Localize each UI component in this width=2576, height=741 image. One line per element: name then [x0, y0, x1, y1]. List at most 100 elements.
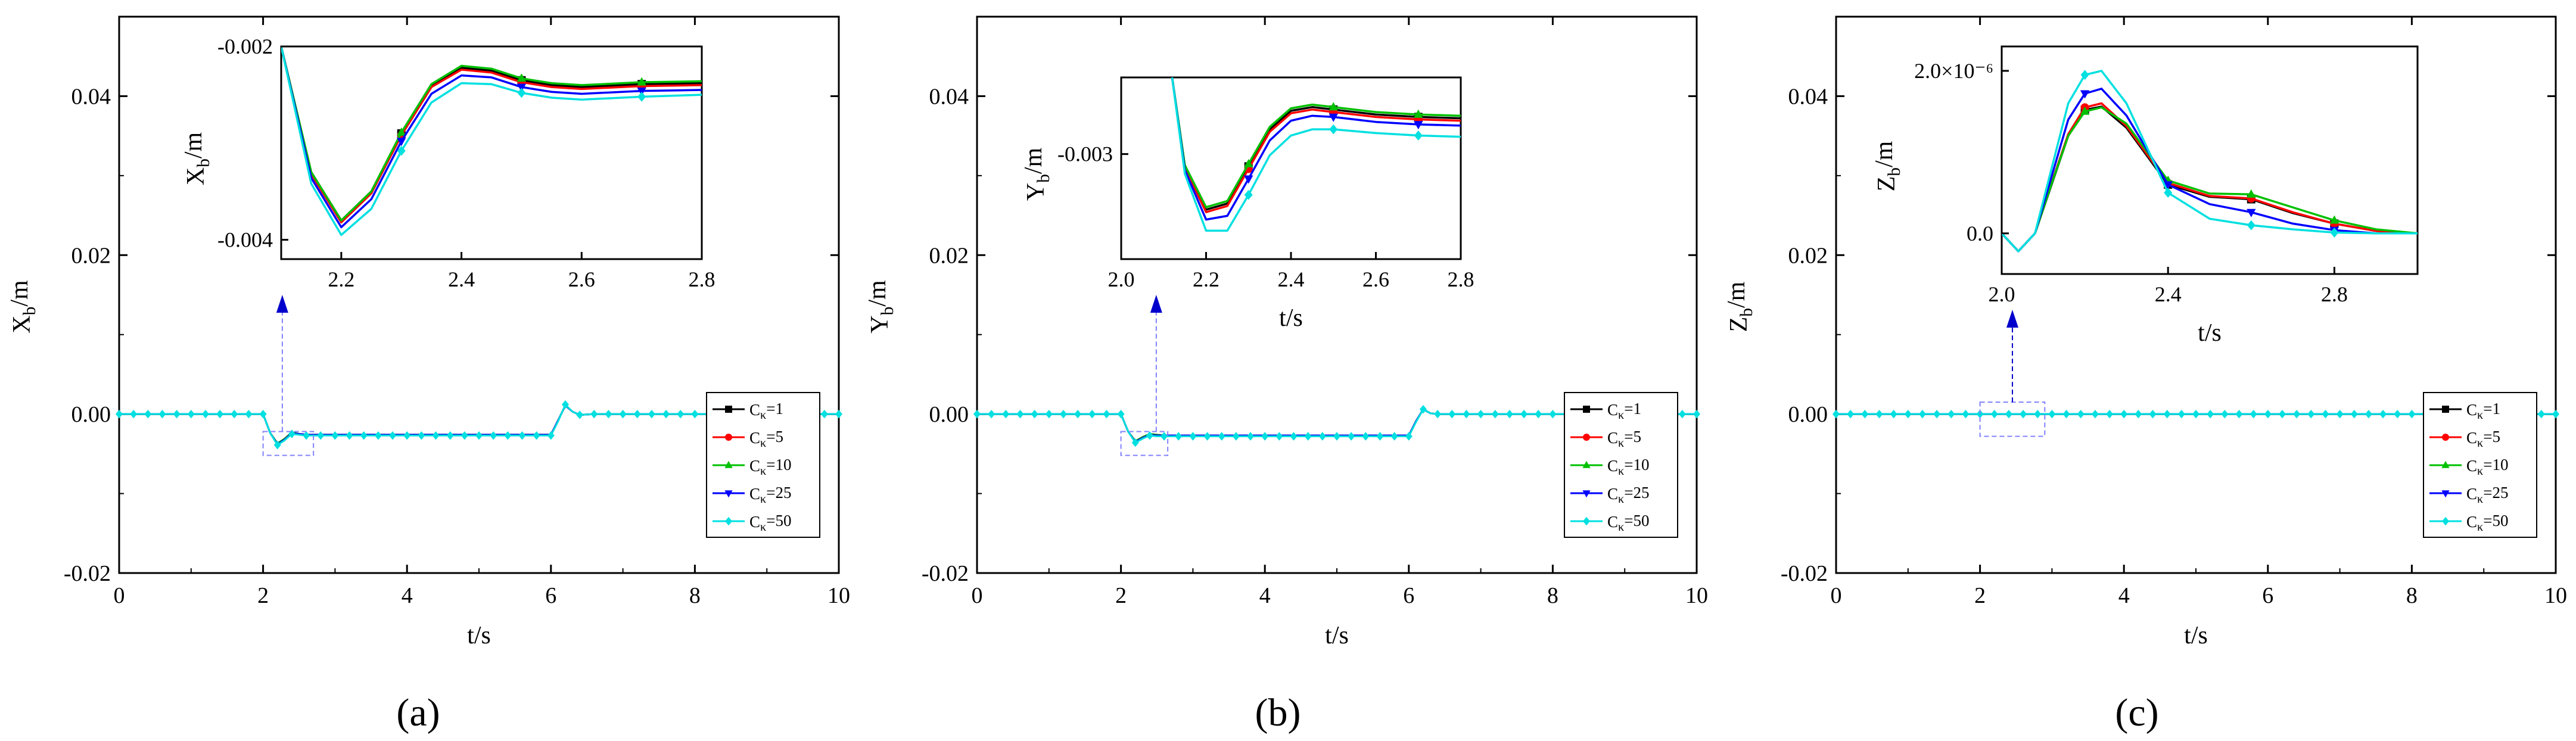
inset-x-tick-label: 2.2	[1193, 267, 1219, 291]
legend-label: Cκ=25	[2466, 484, 2508, 506]
data-point	[2077, 409, 2085, 419]
panel-label: (b)	[1255, 691, 1301, 734]
inset-data-point	[2163, 181, 2173, 190]
zoom-arrow-head	[2006, 310, 2018, 328]
y-tick-label: 0.02	[1788, 243, 1828, 268]
data-point	[2106, 409, 2114, 419]
data-point	[1131, 438, 1139, 447]
inset-y-axis-label: Zb/m	[1871, 141, 1904, 191]
y-tick-label: 0.02	[71, 243, 111, 268]
data-point	[1520, 409, 1528, 419]
inset-data-point	[2247, 189, 2256, 198]
data-point	[2379, 409, 2387, 419]
inset-plot-area	[2002, 70, 2418, 253]
x-axis-label: t/s	[2184, 622, 2208, 649]
legend-marker	[2442, 406, 2449, 413]
data-point	[273, 440, 281, 450]
y-tick-label: 0.00	[1788, 402, 1828, 427]
data-point	[2221, 409, 2229, 419]
legend-label: Cκ=1	[749, 400, 783, 422]
data-point	[360, 431, 368, 440]
data-point	[1189, 432, 1197, 441]
data-point	[1933, 409, 1941, 419]
data-point	[2091, 409, 2099, 419]
data-point	[187, 409, 195, 419]
data-point	[2235, 409, 2243, 419]
data-point	[144, 409, 152, 419]
data-point	[1847, 409, 1855, 419]
data-point	[231, 409, 238, 419]
zoom-arrow-head	[1150, 295, 1162, 313]
inset-data-point	[1244, 189, 1253, 200]
legend-label: Cκ=50	[1607, 512, 1649, 534]
inset-data-point	[1414, 109, 1423, 118]
inset-y-tick-label: -0.004	[217, 228, 273, 252]
data-point	[1275, 432, 1283, 441]
data-point	[446, 431, 454, 440]
data-point	[1904, 409, 1912, 419]
data-point	[2552, 409, 2559, 419]
y-tick-label: 0.04	[929, 84, 969, 109]
inset-plot-area	[1171, 77, 1461, 232]
panel-label: (a)	[396, 691, 440, 734]
data-point	[1505, 409, 1513, 419]
data-point	[490, 431, 497, 440]
legend-marker	[724, 490, 733, 498]
data-point	[1088, 409, 1096, 419]
data-point	[988, 409, 995, 419]
y-tick-label: 0.04	[71, 84, 111, 109]
legend-label: Cκ=10	[749, 456, 791, 478]
data-point	[1419, 404, 1427, 414]
data-point	[1059, 409, 1067, 419]
inset-x-tick-label: 2.4	[1278, 267, 1305, 291]
data-point	[1261, 432, 1269, 441]
data-point	[1117, 409, 1125, 419]
data-point	[1549, 409, 1557, 419]
y-tick-label: 0.02	[929, 243, 969, 268]
legend-marker	[2441, 490, 2450, 498]
data-point	[1491, 409, 1499, 419]
inset-y-tick-label: 0.0	[1967, 222, 1993, 245]
inset-x-tick-label: 2.6	[1362, 267, 1389, 291]
inset-data-point	[1329, 124, 1338, 135]
y-tick-label: 0.00	[71, 402, 111, 427]
data-point	[2322, 409, 2329, 419]
inset-frame	[1120, 76, 1462, 260]
data-point	[691, 409, 699, 419]
inset-x-tick-label: 2.4	[448, 267, 475, 291]
x-tick-label: 8	[689, 583, 701, 608]
inset-data-point	[2330, 228, 2339, 238]
data-point	[303, 431, 310, 440]
data-point	[1678, 409, 1686, 419]
data-point	[605, 409, 612, 419]
inset-data-point	[1244, 175, 1253, 184]
data-point	[2048, 409, 2056, 419]
data-point	[2005, 409, 2012, 419]
data-point	[1376, 432, 1384, 441]
data-point	[331, 431, 339, 440]
x-axis-label: t/s	[467, 622, 491, 649]
data-point	[662, 409, 670, 419]
legend-marker	[1583, 406, 1590, 413]
data-point	[1962, 409, 1970, 419]
inset: 2.2 2.4 2.6 2.8 -0.004 -0.002 Xb/m	[180, 35, 715, 291]
inset-series-line	[281, 46, 702, 222]
data-point	[1333, 432, 1340, 441]
inset-data-point	[1414, 121, 1423, 130]
data-point	[1477, 409, 1485, 419]
x-tick-label: 2	[1115, 583, 1127, 608]
data-point	[1434, 409, 1442, 419]
data-point	[2264, 409, 2272, 419]
inset-frame	[2001, 45, 2419, 275]
data-point	[2062, 409, 2070, 419]
data-point	[1362, 432, 1370, 441]
data-point	[1875, 409, 1883, 419]
x-tick-label: 10	[1685, 583, 1708, 608]
legend: Cκ=1 Cκ=5 Cκ=10 Cκ=25 Cκ=50	[2423, 392, 2537, 538]
inset-data-point	[2080, 90, 2090, 99]
data-point	[2192, 409, 2199, 419]
legend: Cκ=1 Cκ=5 Cκ=10 Cκ=25 Cκ=50	[1564, 392, 1678, 538]
y-tick-label: -0.02	[1781, 561, 1828, 586]
inset-data-point	[2080, 106, 2090, 115]
